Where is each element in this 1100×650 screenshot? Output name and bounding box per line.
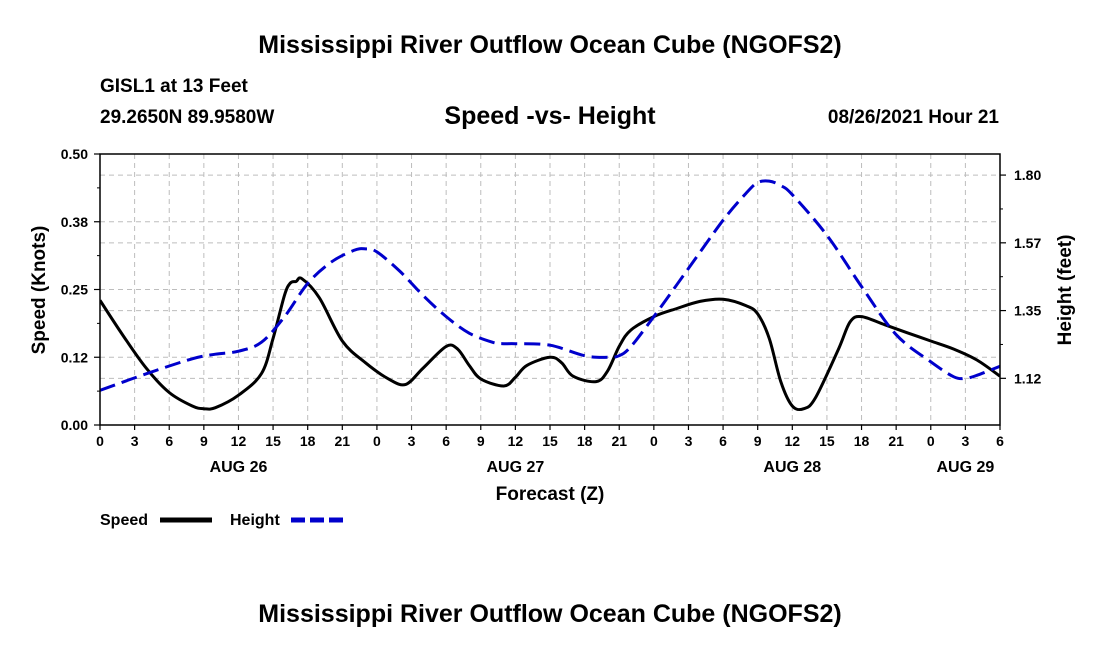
x-date-label: AUG 26: [210, 459, 268, 476]
station-coords: 29.2650N 89.9580W: [100, 107, 275, 128]
x-tick-label: 0: [650, 433, 658, 449]
x-tick-label: 12: [785, 433, 801, 449]
x-tick-label: 0: [373, 433, 381, 449]
x-tick-label: 6: [996, 433, 1004, 449]
legend-label-speed: Speed: [100, 512, 148, 529]
chart-title: Speed -vs- Height: [444, 102, 656, 130]
x-tick-label: 15: [819, 433, 835, 449]
y2-tick-label: 1.35: [1014, 303, 1041, 319]
x-tick-label: 21: [335, 433, 351, 449]
forecast-datetime: 08/26/2021 Hour 21: [827, 107, 999, 128]
x-tick-label: 9: [200, 433, 208, 449]
x-tick-label: 6: [442, 433, 450, 449]
x-date-label: AUG 29: [936, 459, 994, 476]
x-tick-label: 3: [131, 433, 139, 449]
y-tick-label: 0.50: [61, 146, 88, 162]
y-tick-label: 0.38: [61, 214, 88, 230]
x-tick-label: 9: [477, 433, 485, 449]
x-tick-label: 12: [508, 433, 524, 449]
x-axis-title: Forecast (Z): [496, 484, 605, 505]
footer-title: Mississippi River Outflow Ocean Cube (NG…: [258, 600, 842, 628]
x-tick-label: 21: [611, 433, 627, 449]
y2-tick-label: 1.12: [1014, 370, 1041, 386]
y2-axis-title: Height (feet): [1055, 235, 1076, 346]
x-tick-label: 3: [685, 433, 693, 449]
station-label: GISL1 at 13 Feet: [100, 76, 248, 97]
x-tick-label: 0: [927, 433, 935, 449]
series-line-height: [100, 179, 1000, 392]
grid: [100, 154, 1000, 425]
y2-tick-label: 1.57: [1014, 235, 1041, 251]
x-tick-label: 0: [96, 433, 104, 449]
y-tick-label: 0.00: [61, 417, 88, 433]
y-axis-title: Speed (Knots): [29, 226, 50, 355]
x-tick-label: 6: [165, 433, 173, 449]
axes: 0 3 6 9 12 15 18 21 0 3 6 9 12 15 18 21 0 3 6 9 12 15 18 21 0 3 6A…: [61, 146, 1042, 476]
series-group: [100, 179, 1000, 412]
x-tick-label: 15: [265, 433, 281, 449]
legend: Speed Height: [100, 512, 343, 529]
y-tick-label: 0.25: [61, 282, 88, 298]
x-tick-label: 15: [542, 433, 558, 449]
main-title: Mississippi River Outflow Ocean Cube (NG…: [258, 31, 842, 59]
x-tick-label: 3: [408, 433, 416, 449]
x-tick-label: 21: [888, 433, 904, 449]
y-tick-label: 0.12: [61, 349, 88, 365]
x-date-label: AUG 27: [486, 459, 544, 476]
x-tick-label: 18: [577, 433, 593, 449]
x-tick-label: 18: [854, 433, 870, 449]
y2-tick-label: 1.80: [1014, 167, 1041, 183]
series-line-speed: [100, 276, 1000, 412]
legend-label-height: Height: [230, 512, 280, 529]
x-tick-label: 9: [754, 433, 762, 449]
x-tick-label: 12: [231, 433, 247, 449]
x-date-label: AUG 28: [763, 459, 821, 476]
x-tick-label: 6: [719, 433, 727, 449]
x-tick-label: 3: [961, 433, 969, 449]
x-tick-label: 18: [300, 433, 316, 449]
